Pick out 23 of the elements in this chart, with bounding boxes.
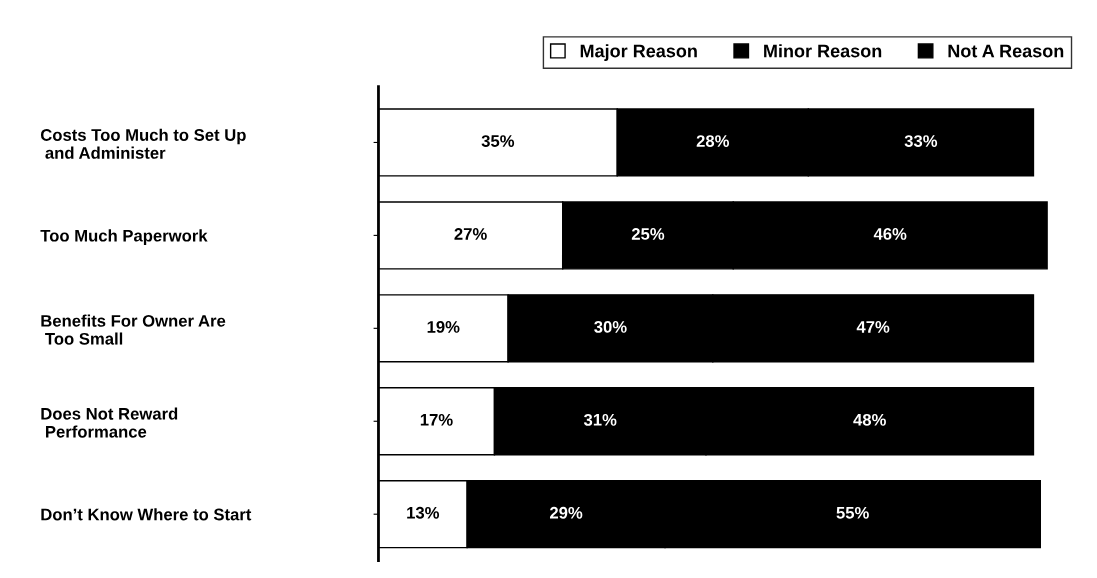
data-label: 29% — [550, 506, 583, 519]
data-label: 27% — [454, 228, 487, 240]
data-label: 13% — [407, 506, 440, 519]
data-label: 28% — [696, 135, 730, 147]
data-label: 48% — [853, 413, 886, 426]
data-label: 30% — [594, 321, 627, 333]
legend-label: Minor Reason — [764, 44, 882, 58]
y-tick-label: Does Not Reward Performance — [41, 407, 178, 438]
data-label: 25% — [631, 228, 665, 240]
y-tick-label: Benefits For Owner Are Too Small — [41, 314, 226, 345]
data-label: 47% — [856, 321, 890, 333]
y-tick-label: Costs Too Much to Set Up and Administer — [40, 128, 246, 159]
data-label: 19% — [427, 321, 460, 333]
data-label: 55% — [836, 506, 869, 519]
data-label: 31% — [583, 413, 617, 426]
data-label: 17% — [420, 413, 453, 426]
data-label: 33% — [904, 135, 938, 147]
data-label: 35% — [481, 135, 515, 147]
legend-label: Not A Reason — [948, 44, 1064, 58]
y-tick-label: Don’t Know Where to Start — [41, 508, 252, 521]
legend-label: Major Reason — [580, 44, 697, 61]
y-tick-label: Too Much Paperwork — [40, 229, 208, 245]
data-label: 46% — [873, 228, 907, 240]
